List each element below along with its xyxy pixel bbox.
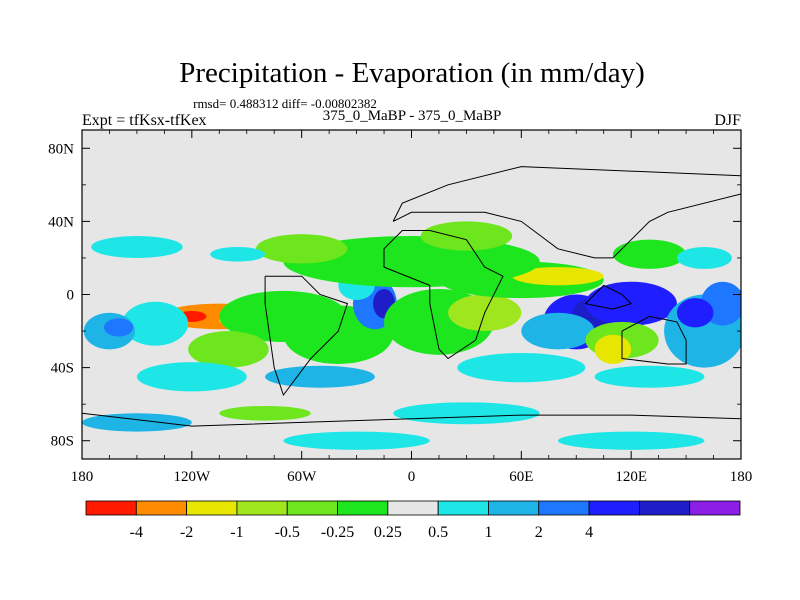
colorbar-swatch — [135, 500, 188, 516]
field-region — [393, 402, 540, 425]
field-region — [676, 246, 732, 269]
coastline — [392, 166, 741, 259]
x-tick-label: 60E — [509, 469, 533, 485]
field-region — [521, 312, 595, 350]
field-region — [594, 365, 705, 388]
coastline — [264, 275, 349, 397]
colorbar-swatch — [689, 500, 741, 516]
coastline-layer — [82, 166, 741, 427]
coastline — [82, 412, 741, 427]
field-region — [283, 431, 430, 450]
colorbar-label: -4 — [130, 524, 143, 541]
colorbar-label: 0.5 — [428, 524, 448, 541]
colorbar-swatch — [638, 500, 691, 516]
colorbar-label: 0.25 — [374, 524, 402, 541]
field-region — [612, 239, 687, 269]
field-region — [82, 413, 192, 432]
colorbar-swatch — [437, 500, 489, 516]
field-region — [210, 246, 266, 262]
y-tick-label: 80N — [48, 141, 74, 157]
x-axis: 180 120W 60W 0 60E 120E 180 — [71, 130, 753, 485]
colorbar-label: -0.5 — [275, 524, 300, 541]
coastline — [585, 284, 633, 310]
field-region — [457, 352, 586, 383]
coastline — [621, 315, 687, 365]
field-region — [188, 331, 269, 368]
colorbar-swatch — [588, 500, 640, 516]
field-region — [255, 234, 348, 264]
colorbar-swatch — [85, 500, 137, 516]
y-tick-label: 40N — [48, 214, 74, 230]
y-tick-label: 40S — [51, 361, 74, 377]
colorbar-label: -0.25 — [321, 524, 354, 541]
field-region — [265, 365, 375, 388]
x-tick-label: 180 — [730, 469, 753, 485]
y-tick-label: 0 — [67, 288, 75, 304]
x-tick-label: 120W — [173, 469, 211, 485]
colorbar-label: -2 — [180, 524, 193, 541]
experiment-label: Expt = tfKsx-tfKex — [82, 112, 207, 129]
x-tick-label: 180 — [71, 469, 94, 485]
field-layer — [82, 221, 741, 450]
colorbar-label: 2 — [535, 524, 543, 541]
colorbar-swatch — [538, 500, 590, 516]
colorbar-swatch — [337, 500, 389, 516]
coastline — [383, 230, 504, 360]
x-tick-label: 0 — [408, 469, 416, 485]
map-plot-area — [81, 129, 742, 460]
y-tick-label: 80S — [51, 434, 74, 450]
colorbar-swatch — [286, 500, 338, 516]
colorbar-label: 1 — [484, 524, 492, 541]
stats-line: rmsd= 0.488312 diff= -0.00802382 — [193, 96, 377, 111]
colorbar-swatch — [236, 500, 288, 516]
field-region — [512, 267, 604, 286]
x-tick-label: 120E — [615, 469, 647, 485]
field-region — [594, 334, 632, 364]
field-region — [420, 221, 513, 251]
season-label: DJF — [714, 112, 741, 129]
colorbar-swatch — [186, 500, 238, 516]
comparison-label: 375_0_MaBP - 375_0_MaBP — [323, 108, 502, 124]
colorbar: -4 -2 -1 -0.5 -0.25 0.25 0.5 1 2 4 — [85, 500, 741, 541]
field-region — [136, 362, 247, 392]
x-tick-label: 60W — [287, 469, 317, 485]
field-region — [103, 318, 134, 337]
chart-title: Precipitation - Evaporation (in mm/day) — [179, 57, 645, 89]
colorbar-swatch — [488, 500, 540, 516]
y-axis: 80N 40N 0 40S 80S — [48, 141, 741, 450]
colorbar-swatch — [387, 500, 439, 516]
field-region — [91, 236, 183, 258]
field-region — [122, 301, 189, 346]
colorbar-label: 4 — [585, 524, 593, 541]
field-region — [676, 298, 714, 328]
colorbar-label: -1 — [230, 524, 243, 541]
field-region — [219, 405, 311, 421]
field-region — [557, 431, 705, 450]
